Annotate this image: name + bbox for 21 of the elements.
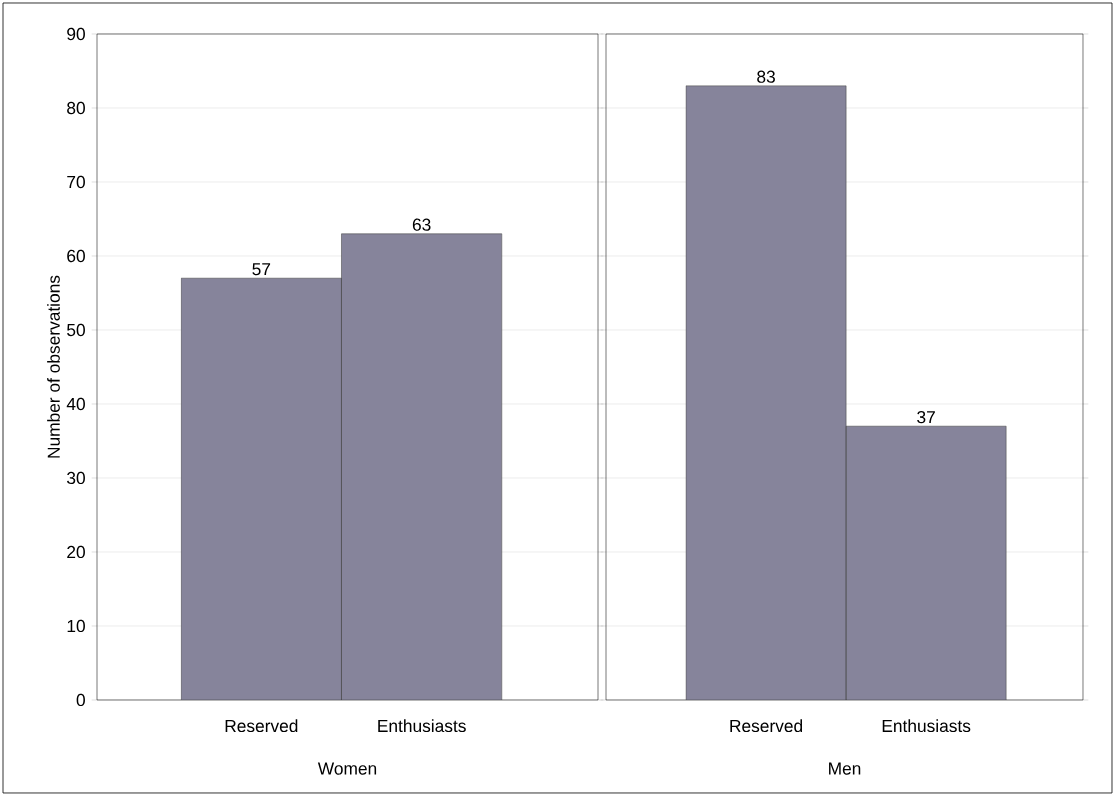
- data-label: 37: [917, 410, 935, 424]
- y-axis-title: Number of observations: [47, 275, 60, 458]
- x-tick-label: Reserved: [225, 719, 298, 733]
- data-label: 57: [252, 263, 271, 276]
- x-tick-label: Enthusiasts: [882, 719, 971, 733]
- x-axis-title: Men: [829, 762, 861, 775]
- y-tick-label: 40: [66, 397, 85, 411]
- y-tick-label: 90: [67, 27, 85, 41]
- y-tick-label: 30: [67, 471, 85, 485]
- y-tick-label: 70: [67, 175, 85, 189]
- y-tick-label: 0: [76, 693, 85, 707]
- y-tick-label: 20: [67, 545, 85, 559]
- data-label: 63: [412, 218, 431, 231]
- x-tick-label: Reserved: [730, 719, 803, 733]
- y-tick-label: 10: [67, 619, 85, 633]
- x-tick-label: Enthusiasts: [378, 719, 466, 733]
- y-tick-label: 60: [67, 249, 85, 263]
- x-axis-title: Women: [317, 762, 377, 775]
- y-tick-label: 50: [67, 323, 85, 337]
- data-label: 83: [757, 70, 775, 83]
- y-tick-label: 80: [67, 101, 85, 115]
